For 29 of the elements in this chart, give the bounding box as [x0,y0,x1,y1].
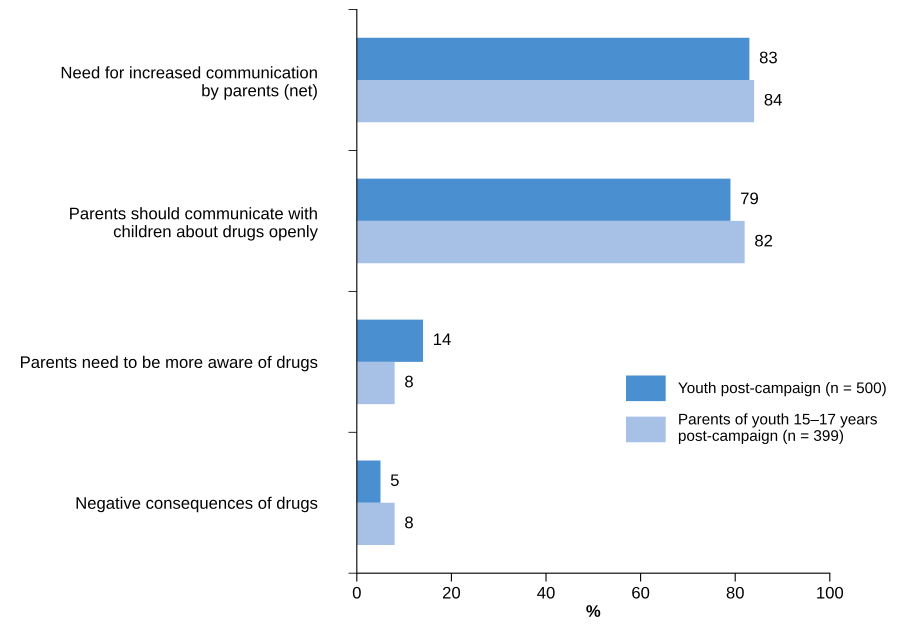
legend-label: Youth post-campaign (n = 500) [678,382,886,396]
data-label: 5 [390,474,399,486]
bar [356,460,380,503]
legend-label: Parents of youth 15–17 years post-campaign (n = 399) [678,413,877,444]
data-label: 79 [741,192,758,204]
bar [356,38,750,80]
data-label: 8 [405,516,413,528]
x-tick-label: 20 [442,586,460,599]
x-tick-label: 60 [632,586,650,599]
bar [356,220,745,264]
data-label: 82 [755,234,772,247]
data-label: 83 [760,52,777,64]
x-tick-label: 100 [817,586,844,599]
bar [356,80,754,122]
y-tick-label: Parents need to be more aware of drugs [20,356,318,372]
x-tick-label: 0 [352,586,361,599]
bar [356,362,395,404]
x-axis-title: % [586,605,600,617]
bar [356,320,424,362]
x-tick-label: 40 [537,586,555,599]
data-label: 14 [434,334,451,346]
y-tick-label: Parents should communicate with children about drugs openly [70,207,318,241]
data-label: 8 [405,376,413,388]
y-tick-label: Negative consequences of drugs [76,496,318,512]
bar [356,502,395,546]
x-tick-label: 80 [726,586,744,599]
data-label: 84 [764,94,782,106]
bar [356,178,730,221]
y-tick-label: Need for increased communication by parents (net) [62,66,317,100]
